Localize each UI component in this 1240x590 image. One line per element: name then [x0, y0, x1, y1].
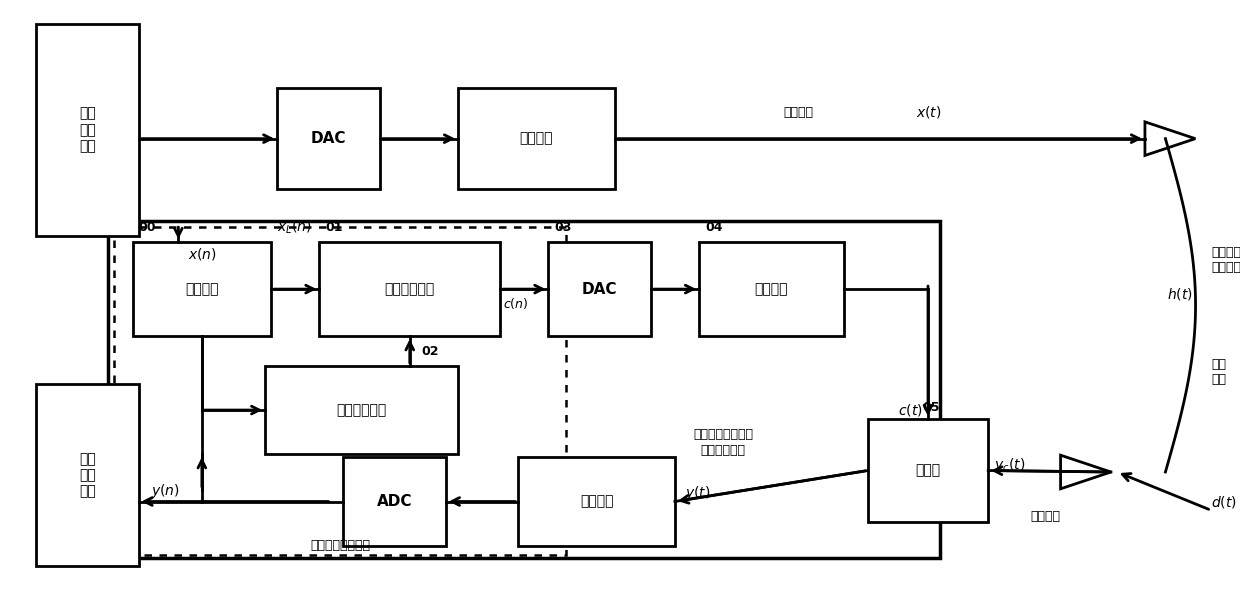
Text: 数字信号处理器件: 数字信号处理器件	[310, 539, 371, 552]
FancyBboxPatch shape	[36, 384, 139, 566]
Text: 接收链路: 接收链路	[580, 494, 614, 509]
Text: 对消链路: 对消链路	[755, 282, 789, 296]
FancyBboxPatch shape	[868, 419, 988, 522]
Text: $h(t)$: $h(t)$	[1167, 286, 1193, 301]
FancyBboxPatch shape	[265, 366, 458, 454]
Text: DAC: DAC	[311, 131, 346, 146]
Text: $d(t)$: $d(t)$	[1211, 493, 1238, 510]
FancyBboxPatch shape	[699, 242, 843, 336]
Text: 发射链路: 发射链路	[520, 132, 553, 146]
Text: 接收天线: 接收天线	[1030, 510, 1060, 523]
Text: 无线多径
干扰信道: 无线多径 干扰信道	[1211, 245, 1240, 274]
Text: $c(t)$: $c(t)$	[898, 402, 923, 418]
FancyBboxPatch shape	[320, 242, 500, 336]
Text: $y(t)$: $y(t)$	[684, 484, 711, 502]
Text: 有用
信号: 有用 信号	[1211, 358, 1226, 386]
Text: 04: 04	[706, 221, 723, 234]
FancyBboxPatch shape	[343, 457, 446, 546]
Text: 02: 02	[422, 345, 439, 358]
Text: 00: 00	[139, 221, 156, 234]
Text: 发射
数字
信号: 发射 数字 信号	[79, 107, 95, 153]
Text: $x_L(n)$: $x_L(n)$	[278, 218, 312, 236]
Text: $x(n)$: $x(n)$	[188, 245, 217, 262]
Text: 数字延时: 数字延时	[185, 282, 218, 296]
Text: 发射天线: 发射天线	[784, 106, 813, 119]
Text: 03: 03	[554, 221, 572, 234]
FancyBboxPatch shape	[133, 242, 272, 336]
Text: 接收
数字
信号: 接收 数字 信号	[79, 452, 95, 498]
Text: $y(n)$: $y(n)$	[150, 482, 180, 500]
Text: 合路器: 合路器	[915, 464, 941, 477]
Text: ADC: ADC	[377, 494, 413, 509]
FancyBboxPatch shape	[548, 242, 651, 336]
FancyBboxPatch shape	[278, 88, 379, 189]
Text: 参数辨识算法: 参数辨识算法	[336, 403, 387, 417]
Text: $x(t)$: $x(t)$	[916, 104, 941, 120]
Text: 05: 05	[923, 401, 940, 414]
Text: 干扰重构模型: 干扰重构模型	[384, 282, 435, 296]
FancyBboxPatch shape	[518, 457, 675, 546]
Text: 数字域重构的共址
干扰对消装置: 数字域重构的共址 干扰对消装置	[693, 428, 753, 457]
Text: $y_c(t)$: $y_c(t)$	[994, 455, 1025, 474]
Text: DAC: DAC	[582, 281, 618, 297]
FancyBboxPatch shape	[36, 24, 139, 236]
Text: $c(n)$: $c(n)$	[502, 296, 528, 312]
Text: 01: 01	[325, 221, 343, 234]
FancyBboxPatch shape	[108, 221, 940, 558]
FancyBboxPatch shape	[458, 88, 615, 189]
